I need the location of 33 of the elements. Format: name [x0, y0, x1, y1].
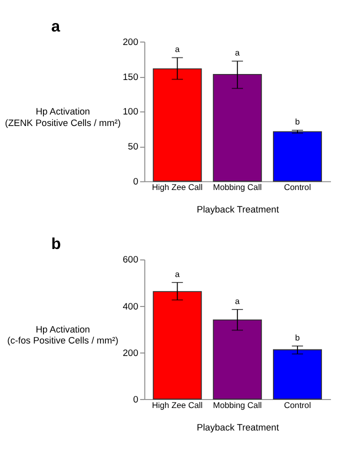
bar [272, 131, 322, 182]
x-tick-label: High Zee Call [152, 400, 203, 410]
x-tick-label: Mobbing Call [212, 400, 262, 410]
annotation: b [295, 332, 300, 342]
y-tick-label: 600 [122, 254, 138, 265]
y-tick-label: 0 [133, 176, 138, 187]
chart-title: b [51, 236, 62, 254]
bar [212, 74, 262, 182]
bar [152, 68, 202, 182]
y-tick-label: 200 [122, 36, 138, 47]
annotation: a [235, 48, 240, 58]
bar [212, 319, 262, 400]
y-tick-label: 50 [128, 142, 138, 152]
y-tick-label: 150 [122, 72, 138, 82]
annotation: a [235, 296, 240, 306]
chart-title: a [51, 18, 60, 36]
y-tick-label: 100 [122, 106, 138, 117]
y-axis-title: Hp Activation (c-fos Positive Cells / mm²) [7, 324, 118, 346]
bar [272, 349, 322, 400]
x-axis-title: Playback Treatment [196, 422, 280, 432]
annotation: b [295, 116, 300, 127]
annotation: a [175, 44, 180, 54]
y-tick-label: 200 [122, 348, 138, 358]
x-tick-label: Control [284, 400, 312, 410]
x-tick-label: Mobbing Call [212, 182, 262, 192]
bar [152, 291, 202, 400]
y-tick-label: 0 [133, 394, 138, 404]
x-axis-title: Playback Treatment [196, 204, 280, 214]
x-tick-label: Control [284, 182, 312, 192]
y-axis-title: Hp Activation (ZENK Positive Cells / mm²) [4, 106, 121, 128]
annotation: a [175, 268, 180, 279]
x-tick-label: High Zee Call [152, 182, 203, 192]
y-tick-label: 400 [122, 301, 138, 312]
